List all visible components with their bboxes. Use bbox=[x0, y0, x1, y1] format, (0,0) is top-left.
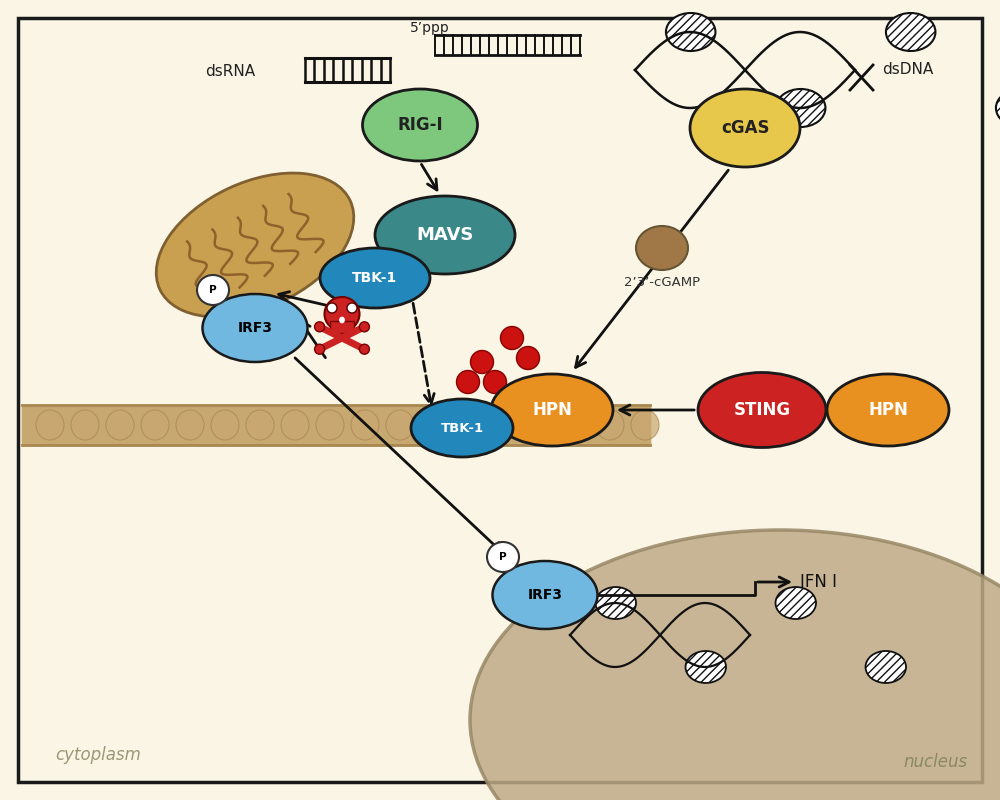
Text: IRF3: IRF3 bbox=[238, 321, 272, 335]
Text: P: P bbox=[499, 552, 507, 562]
Ellipse shape bbox=[36, 410, 64, 440]
Ellipse shape bbox=[491, 374, 613, 446]
Text: TBK-1: TBK-1 bbox=[352, 271, 398, 285]
Ellipse shape bbox=[359, 322, 369, 332]
Ellipse shape bbox=[421, 410, 449, 440]
Text: HPN: HPN bbox=[532, 401, 572, 419]
Text: cGAS: cGAS bbox=[721, 119, 769, 137]
Ellipse shape bbox=[886, 13, 935, 51]
Text: 2’3’-cGAMP: 2’3’-cGAMP bbox=[624, 275, 700, 289]
Ellipse shape bbox=[71, 410, 99, 440]
Ellipse shape bbox=[315, 344, 325, 354]
Ellipse shape bbox=[202, 294, 308, 362]
Ellipse shape bbox=[776, 89, 825, 127]
Text: IFN I: IFN I bbox=[800, 573, 837, 591]
Ellipse shape bbox=[501, 326, 524, 350]
Ellipse shape bbox=[456, 410, 484, 440]
Ellipse shape bbox=[106, 410, 134, 440]
Ellipse shape bbox=[698, 373, 826, 447]
Text: nucleus: nucleus bbox=[903, 753, 967, 771]
Ellipse shape bbox=[596, 410, 624, 440]
Ellipse shape bbox=[411, 399, 513, 457]
Text: 5’ppp: 5’ppp bbox=[410, 21, 450, 35]
Text: TBK-1: TBK-1 bbox=[440, 422, 484, 434]
Ellipse shape bbox=[315, 322, 325, 332]
Text: MAVS: MAVS bbox=[416, 226, 474, 244]
Ellipse shape bbox=[327, 303, 337, 313]
Ellipse shape bbox=[484, 370, 507, 394]
Ellipse shape bbox=[316, 410, 344, 440]
Ellipse shape bbox=[386, 410, 414, 440]
Ellipse shape bbox=[827, 374, 949, 446]
Ellipse shape bbox=[561, 410, 589, 440]
Ellipse shape bbox=[996, 89, 1000, 127]
Ellipse shape bbox=[347, 303, 357, 313]
Ellipse shape bbox=[631, 410, 659, 440]
Text: dsRNA: dsRNA bbox=[205, 63, 255, 78]
Ellipse shape bbox=[470, 530, 1000, 800]
Ellipse shape bbox=[666, 13, 715, 51]
Ellipse shape bbox=[686, 651, 726, 683]
Ellipse shape bbox=[176, 410, 204, 440]
Ellipse shape bbox=[487, 542, 519, 572]
Ellipse shape bbox=[324, 297, 360, 331]
Ellipse shape bbox=[471, 350, 494, 374]
Text: dsDNA: dsDNA bbox=[882, 62, 933, 78]
Ellipse shape bbox=[596, 587, 636, 619]
Ellipse shape bbox=[211, 410, 239, 440]
Ellipse shape bbox=[340, 317, 344, 323]
Text: P: P bbox=[209, 285, 217, 295]
Ellipse shape bbox=[776, 587, 816, 619]
Text: STING: STING bbox=[733, 401, 791, 419]
Ellipse shape bbox=[456, 370, 480, 394]
Ellipse shape bbox=[866, 651, 906, 683]
Ellipse shape bbox=[690, 89, 800, 167]
Ellipse shape bbox=[320, 248, 430, 308]
Text: HPN: HPN bbox=[868, 401, 908, 419]
Text: RIG-I: RIG-I bbox=[397, 116, 443, 134]
Ellipse shape bbox=[359, 344, 369, 354]
Ellipse shape bbox=[375, 196, 515, 274]
Bar bbox=[330, 321, 354, 333]
Ellipse shape bbox=[516, 346, 540, 370]
Ellipse shape bbox=[526, 410, 554, 440]
Ellipse shape bbox=[246, 410, 274, 440]
Ellipse shape bbox=[351, 410, 379, 440]
Ellipse shape bbox=[281, 410, 309, 440]
Ellipse shape bbox=[362, 89, 478, 161]
Ellipse shape bbox=[636, 226, 688, 270]
Ellipse shape bbox=[492, 561, 598, 629]
Text: cytoplasm: cytoplasm bbox=[55, 746, 141, 764]
Ellipse shape bbox=[141, 410, 169, 440]
Ellipse shape bbox=[156, 173, 354, 317]
Text: IRF3: IRF3 bbox=[528, 588, 562, 602]
Ellipse shape bbox=[491, 410, 519, 440]
Ellipse shape bbox=[197, 275, 229, 305]
